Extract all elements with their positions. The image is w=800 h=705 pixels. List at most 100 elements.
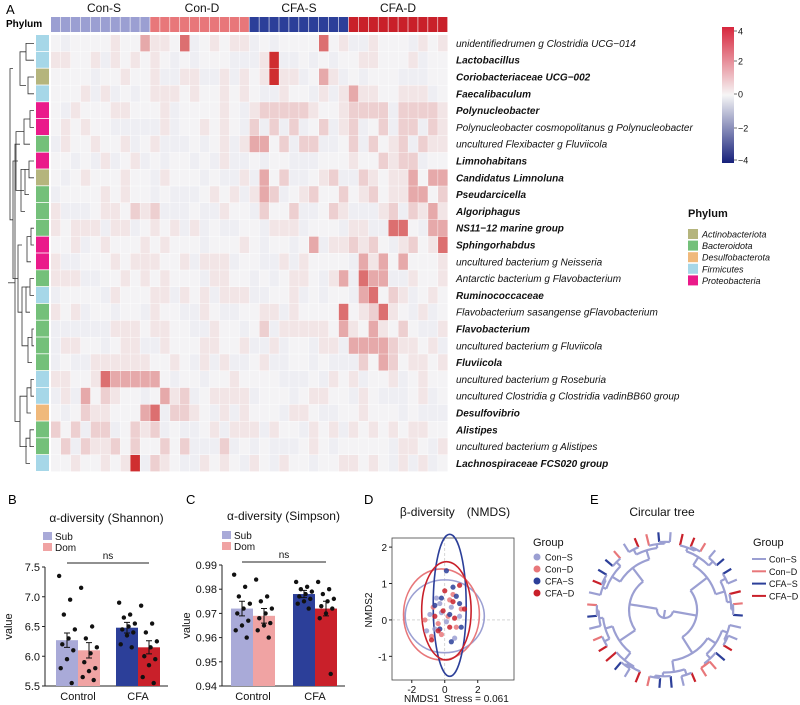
heatmap-cell [348, 236, 359, 253]
heatmap-cell [150, 287, 160, 304]
heatmap-cell [368, 337, 379, 354]
heatmap-cell [110, 455, 121, 472]
heatmap-cell [100, 404, 111, 421]
heatmap-cell [428, 371, 438, 388]
heatmap-cell [100, 253, 111, 270]
tree-branch [689, 576, 708, 592]
heatmap-cell [338, 35, 349, 52]
heatmap-cell [398, 135, 408, 153]
heatmap-cell [338, 287, 349, 304]
heatmap-cell [438, 203, 448, 220]
heatmap-cell [249, 421, 260, 438]
heatmap-cell [51, 253, 61, 270]
heatmap-cell [80, 236, 91, 253]
heatmap-cell [249, 354, 260, 371]
heatmap-cell [140, 102, 150, 119]
legend-label: CFA−S [545, 577, 574, 587]
dendrogram-branch [23, 118, 30, 145]
row-label: Lactobacillus [456, 56, 520, 67]
heatmap-cell [428, 85, 438, 102]
heatmap-cell [289, 438, 299, 455]
heatmap-cell [160, 186, 170, 203]
scatter-point [443, 568, 450, 574]
heatmap-cell [299, 303, 309, 321]
heatmap-cell [279, 186, 289, 203]
heatmap-cell [100, 169, 111, 186]
heatmap-cell [70, 455, 81, 472]
sample-annotation-cell [150, 17, 160, 32]
phylum-legend-label: Desulfobacterota [702, 253, 770, 263]
heatmap-cell [100, 35, 111, 52]
heatmap-cell [160, 270, 170, 287]
heatmap-cell [408, 51, 418, 69]
heatmap-cell [259, 203, 269, 220]
heatmap-cell [189, 421, 200, 438]
heatmap-cell [279, 387, 289, 405]
heatmap-cell [279, 371, 289, 388]
heatmap-cell [338, 303, 349, 321]
heatmap-cell [170, 421, 180, 438]
tree-branch [623, 667, 631, 678]
heatmap-cell [189, 119, 200, 136]
heatmap-cell [80, 152, 91, 169]
heatmap-cell [180, 270, 190, 287]
heatmap-cell [358, 337, 369, 354]
heatmap-cell [249, 253, 260, 270]
heatmap-cell [130, 287, 140, 304]
heatmap-cell [328, 320, 339, 337]
heatmap-cell [90, 203, 101, 220]
heatmap-cell [120, 354, 130, 371]
data-point [330, 606, 335, 611]
tree-branch [723, 638, 727, 642]
phylum-legend-swatch [688, 229, 698, 239]
heatmap-cell [110, 169, 121, 186]
heatmap-cell [358, 169, 369, 186]
heatmap-cell [378, 303, 389, 321]
heatmap-cell [209, 135, 220, 153]
dendrogram-branch [17, 244, 22, 313]
data-point [71, 648, 76, 653]
heatmap-cell [110, 102, 121, 119]
heatmap-cell [388, 387, 398, 405]
heatmap-cell [110, 135, 121, 153]
heatmap-cell [269, 404, 279, 421]
tree-branch [708, 660, 717, 670]
heatmap-cell [438, 270, 448, 287]
data-point [67, 597, 73, 602]
data-point [325, 599, 330, 604]
heatmap-cell [219, 387, 230, 405]
heatmap-cell [219, 438, 230, 455]
phylum-cell [36, 186, 49, 203]
tree-branch [632, 548, 638, 556]
heatmap-cell [368, 421, 379, 438]
dendrogram-branch [25, 437, 30, 464]
heatmap-cell [60, 169, 71, 186]
scatter-point [443, 619, 450, 625]
heatmap-cell [418, 135, 428, 153]
heatmap-cell [70, 438, 81, 455]
sample-annotation-cell [358, 17, 368, 32]
heatmap-cell [100, 320, 111, 337]
heatmap-cell [199, 270, 210, 287]
heatmap-cell [269, 303, 279, 321]
heatmap-cell [358, 270, 369, 287]
heatmap-cell [70, 102, 81, 119]
heatmap-cell [269, 119, 279, 136]
heatmap-cell [130, 186, 140, 203]
heatmap-cell [90, 169, 101, 186]
data-point [93, 665, 98, 671]
scatter-point [435, 620, 441, 627]
confidence-ellipse [420, 560, 472, 661]
heatmap-cell [388, 102, 398, 119]
heatmap-cell [60, 404, 71, 421]
heatmap-cell [378, 253, 389, 270]
heatmap-cell [199, 51, 210, 69]
heatmap-cell [239, 320, 250, 337]
row-label: uncultured Clostridia g Clostridia vadin… [456, 392, 680, 403]
heatmap-cell [160, 337, 170, 354]
heatmap-cell [259, 68, 269, 85]
phylum-cell [36, 387, 49, 404]
heatmap-cell [438, 152, 448, 169]
data-point [258, 599, 264, 604]
row-label: uncultured bacterium g Roseburia [456, 375, 607, 386]
